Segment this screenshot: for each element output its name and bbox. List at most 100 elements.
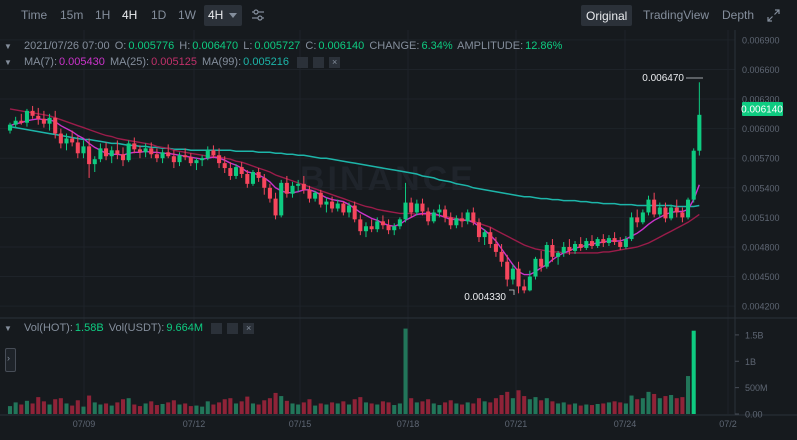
collapse-arrow-icon[interactable]: ▼ [4,324,12,333]
low-marker-label: 0.004330 [464,292,506,303]
settings-square-icon[interactable] [211,322,223,334]
time-tick-label: 07/18 [397,419,420,429]
eye-square-icon[interactable] [227,322,239,334]
interval-15m[interactable]: 15m [60,8,84,22]
candle-body [98,148,103,160]
view-original-tab-bg[interactable]: Original [581,5,632,26]
volume-bar [533,397,538,414]
candle-body [335,203,340,209]
volume-bar [578,405,583,414]
collapse-arrow-icon[interactable]: ▼ [4,58,12,67]
candle-body [640,212,645,223]
price-tick-label: 0.004500 [742,272,780,282]
ma99-line [9,125,700,208]
volume-bar [36,397,41,414]
candle-body [403,202,408,220]
open-label: O: [114,40,127,52]
high-label: H: [179,40,191,52]
volume-bar [561,402,566,414]
grid [0,30,735,414]
volume-bar [47,404,52,414]
candle-body [41,118,46,124]
candles [7,82,702,294]
candle-body [420,203,425,212]
candle-body [301,183,306,190]
volume-bar [177,404,182,414]
volume-bar [171,400,176,414]
amplitude-label: AMPLITUDE: [457,40,524,52]
volume-bar [443,402,448,414]
volume-bar [205,401,210,414]
view-tradingview-tab[interactable]: TradingView [643,8,710,22]
volume-bar [324,404,329,414]
last-price-tag [742,102,783,116]
candle-body [166,152,171,157]
candle-body [363,226,369,232]
ma99-series [9,125,700,208]
view-depth-tab[interactable]: Depth [722,8,755,22]
price-tick-label: 0.006300 [742,95,780,105]
volume-bar [358,397,363,414]
candle-body [183,155,188,158]
settings-sliders-icon[interactable] [251,9,265,21]
candle-body [623,239,628,247]
volume-bar [233,403,239,414]
candle-body [200,158,205,161]
settings-square-icon[interactable] [297,56,309,68]
close-square-icon[interactable]: × [329,56,341,68]
candle-body [346,205,352,213]
candle-body [493,244,498,252]
volume-bar [505,391,510,414]
candle-body [233,167,239,176]
volume-bar [544,398,549,414]
volume-bar [589,405,595,414]
time-tick-label: 07/12 [183,419,206,429]
candle-body [250,172,256,184]
interval-time[interactable]: Time [21,8,48,22]
volume-bar [488,402,493,414]
candle-body [375,221,380,230]
volume-bar [284,400,289,414]
candle-body [691,150,696,200]
eye-square-icon[interactable] [313,56,325,68]
ma-legend: ▼ MA(7): 0.005430 MA(25): 0.005125 MA(99):… [4,56,342,68]
collapse-arrow-icon[interactable]: ▼ [4,42,12,51]
close-square-icon[interactable]: × [243,322,255,334]
candle-body [171,156,176,163]
candle-body [352,205,357,220]
volume-bar [30,403,35,414]
expand-icon[interactable] [767,9,780,22]
interval-1h[interactable]: 1H [95,8,111,22]
change-value: 6.34% [421,40,453,52]
volume-bar [307,399,312,414]
volume-bar [330,402,335,414]
candle-body [646,199,651,213]
scroll-handle[interactable]: › [5,348,16,372]
candle-body [680,212,685,218]
volume-bar [13,402,18,414]
candle-body [635,217,640,223]
interval-dropdown[interactable]: 4H [204,5,242,26]
candle-body [499,251,504,262]
candle-body [313,192,318,199]
candle-body [239,167,244,174]
volume-tick-label: 1.5B [745,330,764,340]
price-tick-label: 0.005700 [742,154,780,164]
volume-bar [296,404,301,414]
candle-body [256,172,261,178]
volume-bar [414,402,419,414]
interval-4h[interactable]: 4H [122,8,138,22]
candle-body [471,212,476,223]
candle-body [75,142,80,154]
interval-1d[interactable]: 1D [151,8,167,22]
candle-body [194,160,199,164]
volume-bar [409,398,414,414]
candle-body [132,143,137,150]
volume-bar [149,401,154,414]
candle-body [550,244,555,257]
volume-bar [341,401,346,414]
candle-body [488,232,493,245]
interval-1w[interactable]: 1W [178,8,196,22]
volume-bar [629,395,634,414]
candle-body [618,242,623,247]
